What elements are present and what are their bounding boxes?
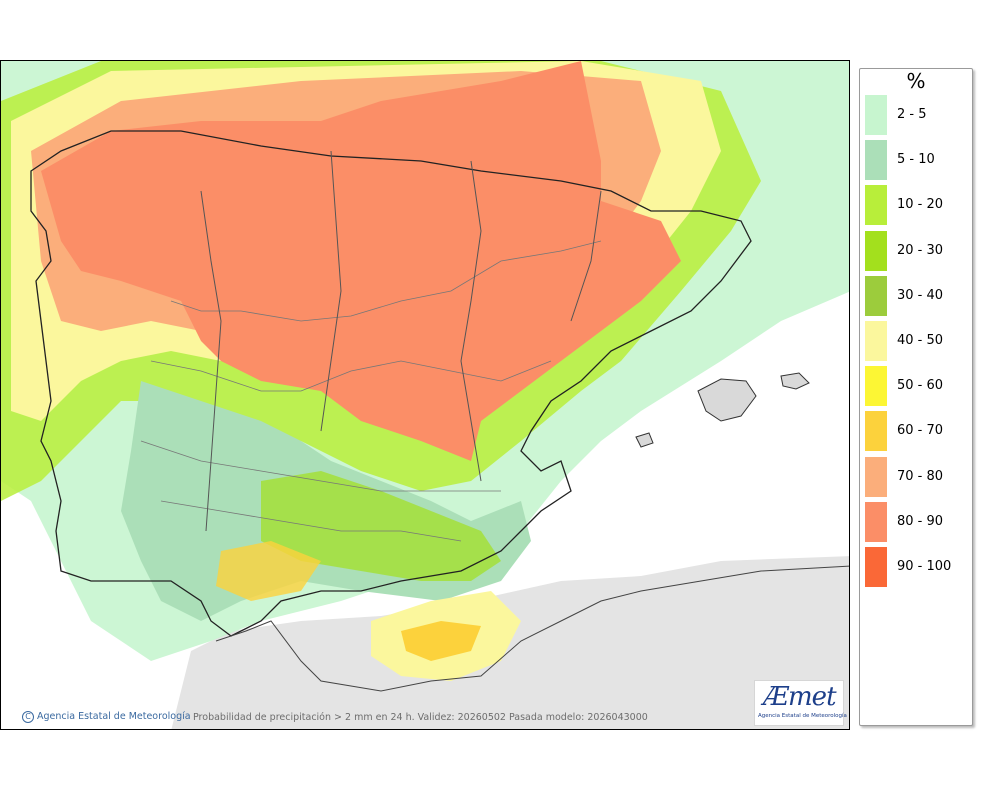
legend-label: 30 - 40	[897, 287, 944, 303]
legend-swatch	[865, 547, 887, 587]
legend-label: 20 - 30	[897, 242, 944, 258]
legend-label: 50 - 60	[897, 378, 944, 394]
agency-credit: C Agencia Estatal de Meteorología	[22, 711, 191, 723]
legend-label: 90 - 100	[897, 559, 952, 574]
legend-swatch	[865, 95, 887, 135]
legend-swatch	[865, 456, 887, 497]
legend-label: 70 - 80	[897, 468, 944, 484]
legend-swatch	[865, 366, 887, 407]
legend-label: 5 - 10	[897, 152, 935, 168]
legend-label: 80 - 90	[897, 513, 944, 529]
logo-subtitle: Agencia Estatal de Meteorología	[758, 713, 847, 719]
legend-swatch	[865, 140, 887, 181]
legend-swatch	[865, 321, 887, 361]
credit-text: Agencia Estatal de Meteorología	[37, 711, 191, 722]
legend-label: 60 - 70	[897, 423, 944, 439]
precipitation-probability-map	[1, 61, 849, 729]
aemet-logo: Æmet Agencia Estatal de Meteorología	[754, 680, 847, 726]
legend-label: 2 - 5	[897, 107, 927, 122]
legend-label: 10 - 20	[897, 197, 944, 213]
logo-wordmark: Æmet	[763, 682, 837, 712]
legend-unit: %	[906, 69, 926, 93]
copyright-icon: C	[22, 711, 34, 723]
logo-word-rest: met	[788, 682, 836, 712]
map-caption: Probabilidad de precipitación > 2 mm en …	[193, 712, 648, 723]
legend-label: 40 - 50	[897, 333, 944, 348]
legend-swatch	[865, 411, 887, 452]
legend-swatch	[865, 501, 887, 542]
legend-swatch	[865, 230, 887, 271]
legend-swatch	[865, 185, 887, 226]
legend: % 2 - 5 5 - 10 10 - 20 20 - 30 30 - 40 40 - 5…	[859, 68, 973, 726]
legend-swatch	[865, 275, 887, 316]
logo-word-prefix: Æ	[763, 682, 789, 712]
map-area	[0, 60, 850, 730]
